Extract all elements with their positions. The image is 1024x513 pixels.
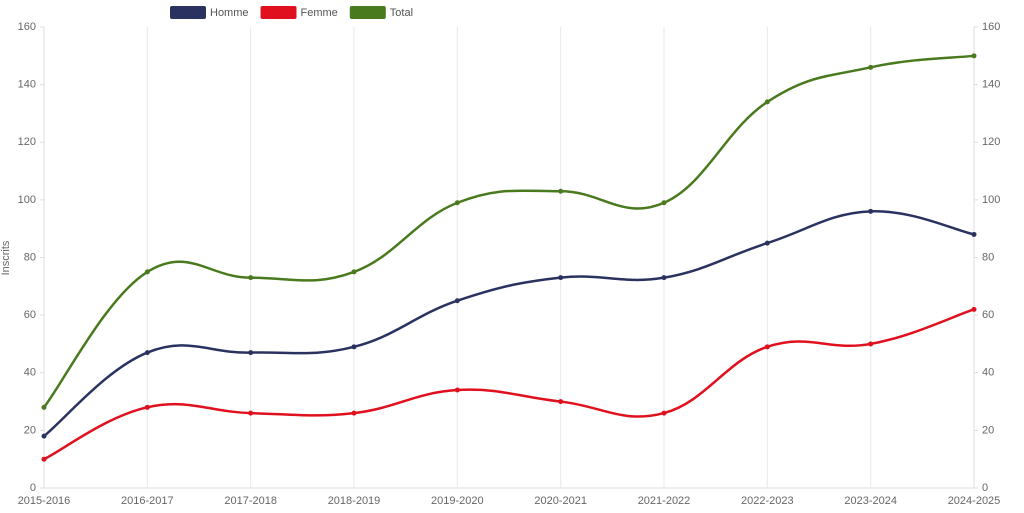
y2-tick-label: 20 bbox=[982, 424, 994, 436]
data-point bbox=[144, 269, 150, 275]
y-tick-label: 140 bbox=[18, 79, 36, 91]
y2-tick-label: 40 bbox=[982, 367, 994, 379]
data-point bbox=[661, 275, 667, 281]
x-tick-label: 2020-2021 bbox=[534, 495, 587, 507]
data-point bbox=[661, 410, 667, 416]
y-axis-label: Inscrits bbox=[0, 240, 12, 275]
data-point bbox=[868, 341, 874, 347]
data-point bbox=[971, 231, 977, 237]
x-tick-label: 2017-2018 bbox=[224, 495, 277, 507]
data-point bbox=[144, 404, 150, 410]
y-tick-label: 100 bbox=[18, 194, 36, 206]
legend-label: Homme bbox=[210, 7, 249, 19]
data-point bbox=[661, 200, 667, 206]
y-tick-label: 60 bbox=[24, 309, 36, 321]
x-tick-label: 2015-2016 bbox=[18, 495, 71, 507]
y2-tick-label: 60 bbox=[982, 309, 994, 321]
x-tick-label: 2016-2017 bbox=[121, 495, 174, 507]
data-point bbox=[558, 399, 564, 405]
data-point bbox=[764, 344, 770, 350]
x-tick-label: 2021-2022 bbox=[638, 495, 691, 507]
legend-swatch bbox=[260, 6, 297, 19]
data-point bbox=[971, 306, 977, 312]
data-point bbox=[41, 456, 47, 462]
data-point bbox=[41, 404, 47, 410]
y2-tick-label: 0 bbox=[982, 482, 988, 494]
data-point bbox=[764, 240, 770, 246]
data-point bbox=[41, 433, 47, 439]
y2-tick-label: 80 bbox=[982, 251, 994, 263]
y-tick-label: 20 bbox=[24, 424, 36, 436]
y2-tick-label: 140 bbox=[982, 79, 1000, 91]
y2-tick-label: 120 bbox=[982, 136, 1000, 148]
series-line bbox=[43, 210, 975, 438]
data-point bbox=[868, 64, 874, 70]
series-line bbox=[43, 308, 975, 461]
data-point bbox=[558, 275, 564, 281]
y2-tick-label: 100 bbox=[982, 194, 1000, 206]
x-tick-label: 2023-2024 bbox=[844, 495, 897, 507]
y2-tick-label: 160 bbox=[982, 21, 1000, 33]
data-point bbox=[558, 188, 564, 194]
data-point bbox=[248, 275, 254, 281]
y-tick-label: 80 bbox=[24, 251, 36, 263]
y-tick-label: 0 bbox=[30, 482, 36, 494]
data-point bbox=[454, 200, 460, 206]
data-point bbox=[351, 344, 357, 350]
legend-swatch bbox=[170, 6, 206, 19]
y-tick-label: 120 bbox=[18, 136, 36, 148]
data-point bbox=[868, 208, 874, 214]
series-line bbox=[43, 54, 975, 409]
data-point bbox=[971, 53, 977, 59]
data-point bbox=[454, 298, 460, 304]
data-point bbox=[764, 99, 770, 105]
x-tick-label: 2022-2023 bbox=[741, 495, 794, 507]
data-point bbox=[351, 269, 357, 275]
y-tick-label: 160 bbox=[18, 21, 36, 33]
data-point bbox=[248, 350, 254, 356]
x-tick-label: 2019-2020 bbox=[431, 495, 484, 507]
data-point bbox=[454, 387, 460, 393]
x-tick-label: 2024-2025 bbox=[948, 495, 1001, 507]
data-point bbox=[144, 350, 150, 356]
x-tick-label: 2018-2019 bbox=[328, 495, 381, 507]
legend-label: Femme bbox=[301, 7, 338, 19]
y-tick-label: 40 bbox=[24, 367, 36, 379]
legend-label: Total bbox=[390, 7, 413, 19]
legend-swatch bbox=[349, 6, 386, 19]
data-point bbox=[351, 410, 357, 416]
data-point bbox=[248, 410, 254, 416]
